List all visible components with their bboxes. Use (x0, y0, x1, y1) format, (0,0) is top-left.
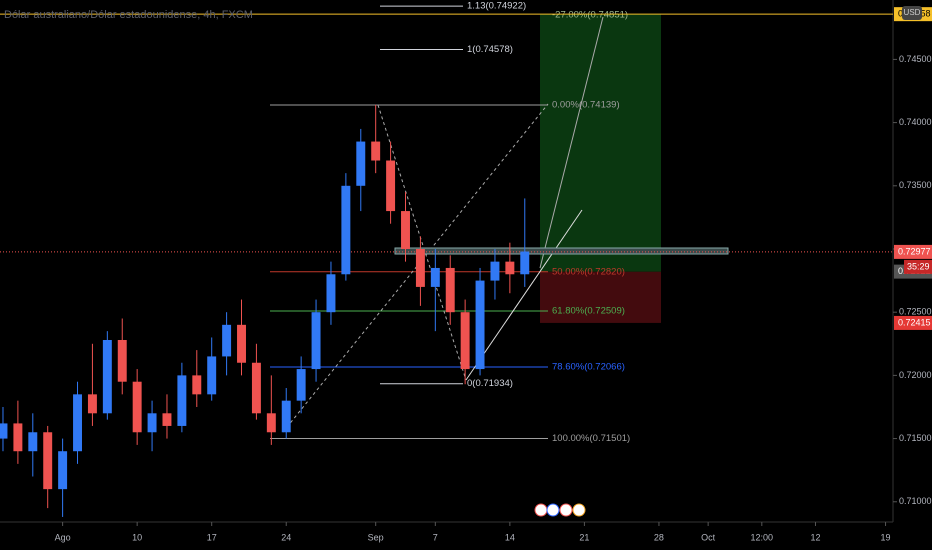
currency-badge (902, 6, 922, 20)
x-tick-label: 21 (579, 532, 589, 542)
candle-body (311, 312, 321, 370)
candle-body (147, 413, 157, 433)
candle-body (237, 324, 246, 363)
y-tick-label: 0.74500 (899, 54, 932, 64)
fib-label: 1(0.74578) (467, 44, 513, 55)
candle-body (73, 394, 82, 452)
fib-label: 100.00%(0.71501) (552, 433, 630, 444)
y-tick-label: 0.74000 (899, 117, 932, 127)
candle-body (177, 375, 187, 426)
x-tick-label: 12:00 (751, 532, 774, 542)
fib-label: 78.60%(0.72066) (552, 362, 625, 373)
candle-body (386, 160, 396, 212)
x-tick-label: 28 (654, 532, 664, 542)
candle-body (296, 369, 306, 401)
chart-title: Dólar australiano/Dólar estadounidense, … (4, 9, 253, 21)
y-tick-label: 0.71500 (899, 433, 932, 443)
x-tick-label: 17 (207, 532, 217, 542)
event-icon (534, 503, 548, 517)
countdown-tag (904, 259, 932, 274)
candle-body (0, 423, 8, 439)
price-tag (894, 244, 932, 259)
y-tick-label: 0.71000 (899, 496, 932, 506)
target-zone (540, 14, 661, 272)
currency-label: USD (904, 8, 921, 17)
y-tick-label: 0.73500 (899, 180, 932, 190)
countdown-label: 35:29 (907, 261, 930, 271)
candle-body (87, 394, 97, 414)
candle-body (43, 432, 53, 490)
candle-body (251, 362, 261, 414)
price-tag (894, 315, 932, 330)
x-tick-label: Oct (701, 532, 716, 542)
candle-body (475, 280, 485, 370)
candle-body (445, 267, 455, 313)
event-icon (559, 503, 573, 517)
trend-line (282, 103, 549, 433)
trend-line (377, 104, 467, 381)
y-tick-label: 0.72000 (899, 370, 932, 380)
fib-label: 61.80%(0.72509) (552, 306, 625, 317)
zone (394, 247, 729, 255)
candle-body (356, 141, 366, 186)
candle-body (207, 356, 217, 395)
candle-body (162, 413, 172, 426)
candle-body (415, 248, 425, 287)
candle-body (266, 413, 276, 433)
stop-zone (540, 271, 661, 323)
price-tag-label: 0.72977 (898, 246, 931, 256)
candle-body (401, 211, 410, 249)
fib-label: 1.13(0.74922) (467, 1, 526, 12)
candle-body (58, 451, 68, 490)
candle-body (281, 400, 291, 433)
candle-body (430, 267, 440, 287)
candle-body (102, 339, 112, 414)
position-layer (540, 14, 661, 323)
candle-body (222, 324, 232, 357)
event-icon (546, 503, 560, 517)
fib-label: -27.00%(0.74851) (552, 10, 628, 21)
candle-body (520, 251, 530, 275)
fib-label: 50.00%(0.72820) (552, 266, 625, 277)
candle-body (192, 375, 202, 395)
trend-line (539, 16, 604, 269)
candle-body (505, 261, 515, 275)
x-tick-label: 19 (881, 532, 891, 542)
x-tick-label: 7 (433, 532, 438, 542)
candle-body (326, 274, 336, 313)
event-icons (534, 503, 586, 517)
x-tick-label: 24 (281, 532, 291, 542)
y-tick-label: 0.72500 (899, 307, 932, 317)
candle-body (117, 339, 127, 382)
x-tick-label: Ago (55, 532, 71, 542)
candle-body (341, 185, 351, 275)
candle-body (371, 141, 381, 161)
candle-body (13, 423, 23, 452)
x-tick-label: Sep (368, 532, 384, 542)
candle-body (490, 261, 500, 281)
price-tag-label: 0.72415 (898, 317, 931, 327)
x-tick-label: 10 (132, 532, 142, 542)
event-icon (572, 503, 586, 517)
fib-label: 0.00%(0.74139) (552, 100, 620, 111)
fib-label: 0(0.71934) (467, 378, 513, 389)
candle-body (460, 312, 470, 370)
candle-body (28, 432, 38, 452)
candle-body (132, 381, 142, 433)
x-tick-label: 12 (810, 532, 820, 542)
trend-line (465, 209, 583, 381)
x-tick-label: 14 (505, 532, 515, 542)
